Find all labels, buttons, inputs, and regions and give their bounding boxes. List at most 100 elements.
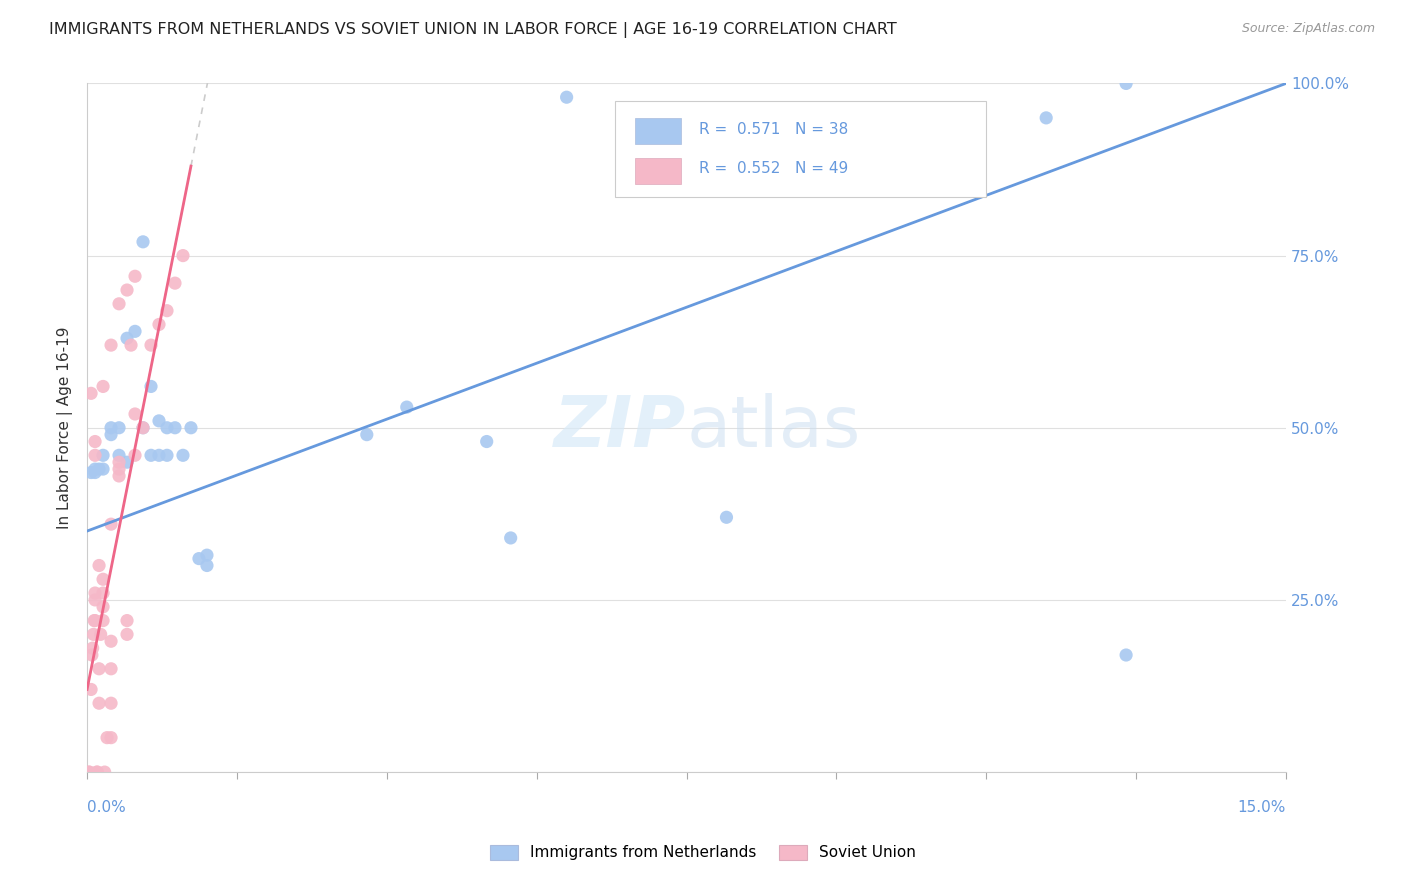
Point (80, 648, 103, 662)
Point (100, 662, 122, 676)
Point (120, 338, 142, 352)
Point (84, 462, 107, 476)
Point (195, 548, 218, 562)
Legend: Immigrants from Netherlands, Soviet Union: Immigrants from Netherlands, Soviet Unio… (484, 838, 922, 866)
Point (84, 448, 107, 462)
Point (139, 338, 162, 352)
Point (100, 634, 122, 648)
Point (180, 421, 202, 435)
Point (115, 331, 138, 345)
Point (83, 614, 105, 628)
Point (139, 448, 162, 462)
Point (124, 407, 146, 421)
Text: IMMIGRANTS FROM NETHERLANDS VS SOVIET UNION IN LABOR FORCE | AGE 16-19 CORRELATI: IMMIGRANTS FROM NETHERLANDS VS SOVIET UN… (49, 22, 897, 38)
Point (955, 131, 977, 145)
Point (148, 414, 170, 428)
Point (188, 551, 211, 566)
Point (93, 765, 115, 780)
Point (96, 731, 118, 745)
Point (91, 448, 114, 462)
Point (100, 427, 122, 442)
FancyBboxPatch shape (614, 101, 986, 197)
Point (115, 283, 138, 297)
Point (163, 276, 186, 290)
Point (82, 641, 104, 656)
Point (1115, 77, 1137, 91)
Point (100, 696, 122, 710)
Point (115, 455, 138, 469)
Point (124, 324, 146, 338)
Text: R =  0.552   N = 49: R = 0.552 N = 49 (699, 161, 848, 176)
Point (84, 614, 107, 628)
Point (100, 731, 122, 745)
Point (835, 166, 858, 180)
Point (80, 386, 103, 401)
Point (1115, 648, 1137, 662)
Point (87, 696, 110, 710)
Text: Source: ZipAtlas.com: Source: ZipAtlas.com (1241, 22, 1375, 36)
Point (555, 90, 578, 104)
Point (91, 586, 114, 600)
Point (87, 558, 110, 573)
Point (84, 593, 107, 607)
Point (1035, 111, 1057, 125)
Point (132, 421, 155, 435)
Point (84, 466, 107, 480)
Point (195, 558, 218, 573)
Point (139, 379, 162, 393)
Point (79, 765, 101, 780)
Text: ZIP: ZIP (554, 393, 686, 462)
Point (108, 421, 131, 435)
Point (356, 427, 378, 442)
Point (115, 627, 138, 641)
Point (172, 249, 194, 263)
Point (100, 517, 122, 532)
Point (84, 434, 107, 449)
Point (108, 462, 131, 476)
Point (100, 421, 122, 435)
Point (87, 462, 110, 476)
Point (132, 235, 155, 249)
Point (87, 662, 110, 676)
Point (91, 572, 114, 586)
Point (86, 765, 108, 780)
Point (108, 469, 131, 483)
Point (156, 448, 179, 462)
Point (91, 462, 114, 476)
Point (132, 421, 155, 435)
Point (86, 765, 108, 780)
Y-axis label: In Labor Force | Age 16-19: In Labor Force | Age 16-19 (58, 326, 73, 529)
Point (91, 599, 114, 614)
Point (91, 614, 114, 628)
Point (82, 627, 104, 641)
Text: 15.0%: 15.0% (1237, 799, 1286, 814)
Point (148, 448, 170, 462)
Text: R =  0.571   N = 38: R = 0.571 N = 38 (699, 121, 848, 136)
Point (115, 614, 138, 628)
Point (124, 269, 146, 284)
Point (108, 297, 131, 311)
Bar (636, 118, 681, 145)
Point (84, 586, 107, 600)
Point (108, 448, 131, 462)
Point (716, 510, 738, 524)
Point (172, 448, 194, 462)
Point (475, 434, 498, 449)
Point (100, 338, 122, 352)
Point (80, 466, 103, 480)
Point (80, 682, 103, 697)
Point (124, 448, 146, 462)
Point (499, 531, 522, 545)
Point (156, 421, 179, 435)
Point (90, 627, 112, 641)
Point (156, 303, 179, 318)
Point (395, 400, 418, 414)
Point (77, 765, 100, 780)
Point (163, 421, 186, 435)
Text: 0.0%: 0.0% (87, 799, 125, 814)
Point (148, 318, 170, 332)
Bar (636, 158, 681, 184)
Point (91, 379, 114, 393)
Point (108, 455, 131, 469)
Text: atlas: atlas (686, 393, 860, 462)
